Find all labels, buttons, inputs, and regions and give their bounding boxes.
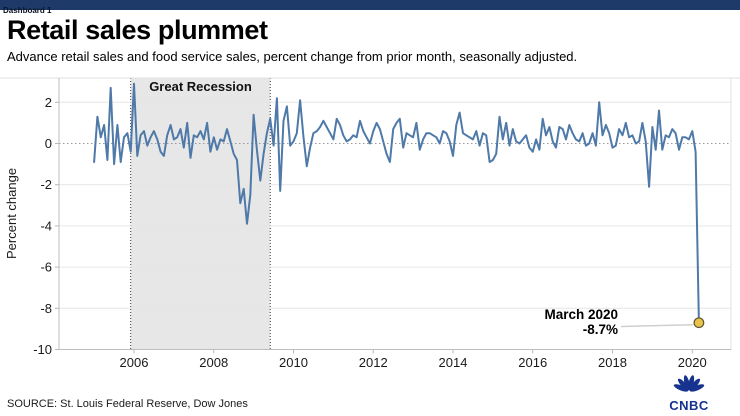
cnbc-wordmark: CNBC	[669, 398, 709, 413]
x-tick-label: 2006	[120, 355, 149, 370]
x-tick-label: 2016	[518, 355, 547, 370]
page-title: Retail sales plummet	[7, 15, 268, 45]
source-credit: SOURCE: St. Louis Federal Reserve, Dow J…	[7, 398, 248, 410]
y-tick-label: -8	[40, 301, 52, 316]
y-tick-label: 2	[45, 95, 52, 110]
cnbc-logo: CNBC	[666, 373, 712, 412]
y-tick-label: -4	[40, 218, 52, 233]
x-tick-label: 2014	[439, 355, 468, 370]
annotation-leader-line	[620, 323, 693, 328]
retail-sales-line	[93, 82, 700, 324]
annotation-date-label: March 2020	[544, 307, 618, 322]
x-tick-label: 2008	[199, 355, 228, 370]
annotation-march-2020: March 2020 -8.7%	[544, 307, 618, 337]
annotation-dot	[693, 317, 705, 329]
y-axis-title: Percent change	[4, 167, 19, 259]
x-tick-label: 2012	[359, 355, 388, 370]
x-tick-label: 2018	[598, 355, 627, 370]
cnbc-peacock-icon	[673, 375, 705, 392]
x-tick-label: 2020	[678, 355, 707, 370]
y-tick-label: -10	[33, 342, 52, 357]
y-tick-label: -2	[40, 177, 52, 192]
y-tick-label: 0	[45, 136, 52, 151]
dashboard-tab[interactable]: Dashboard 1	[3, 6, 52, 15]
x-tick-label: 2010	[279, 355, 308, 370]
recession-band-label: Great Recession	[149, 79, 252, 94]
dashboard-tab-bar: Dashboard 1	[0, 0, 740, 15]
y-tick-label: -6	[40, 260, 52, 275]
page-subtitle: Advance retail sales and food service sa…	[7, 49, 578, 64]
annotation-value-label: -8.7%	[582, 322, 618, 337]
